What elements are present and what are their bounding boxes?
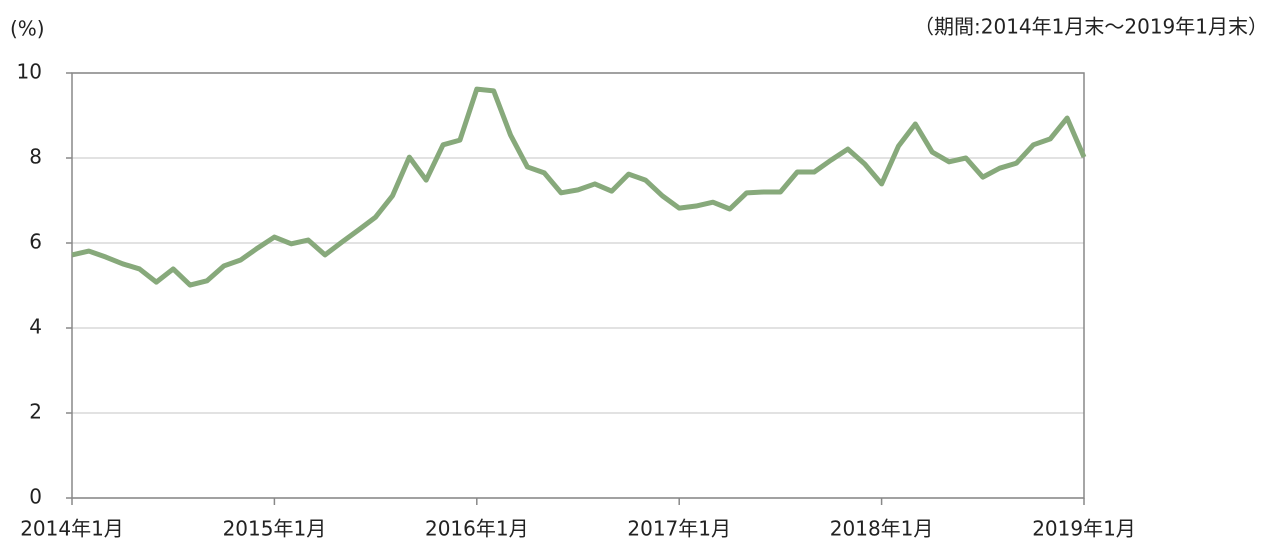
line-series — [71, 86, 1087, 288]
y-tick-label: 10 — [17, 60, 42, 84]
y-tick-label: 8 — [29, 145, 42, 169]
y-tick-label: 0 — [29, 485, 42, 509]
x-tick-label: 2019年1月 — [1032, 517, 1136, 541]
y-tick-label: 6 — [29, 230, 42, 254]
x-tick-label: 2017年1月 — [627, 517, 731, 541]
x-tick-label: 2014年1月 — [20, 517, 124, 541]
x-tick-label: 2018年1月 — [830, 517, 934, 541]
x-tick-label: 2015年1月 — [223, 517, 327, 541]
y-tick-label: 2 — [29, 400, 42, 424]
plot-frame — [71, 72, 1085, 499]
y-unit-label: (%) — [10, 17, 45, 41]
x-tick-label: 2016年1月 — [425, 517, 529, 541]
chart-subtitle: （期間:2014年1月末～2019年1月末） — [914, 15, 1268, 39]
y-tick-label: 4 — [29, 315, 42, 339]
